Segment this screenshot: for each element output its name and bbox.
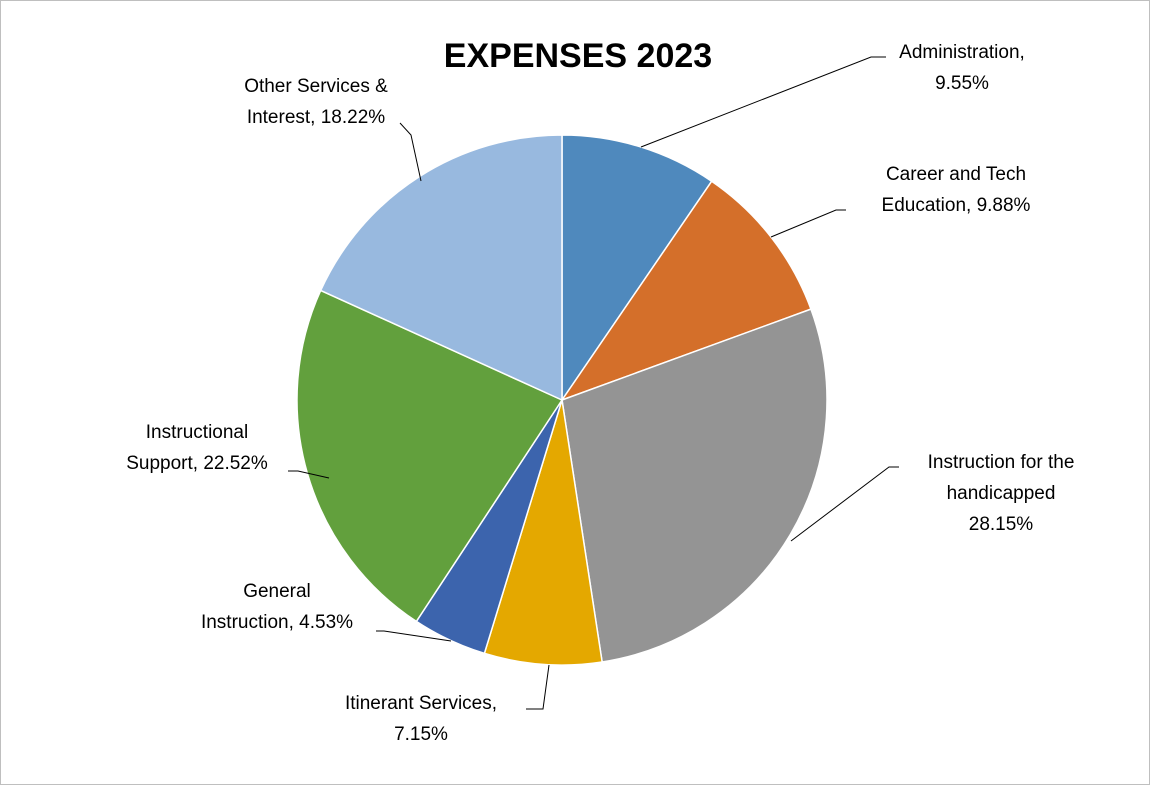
slice-label: Instruction for the handicapped 28.15% <box>928 452 1075 535</box>
leader-line <box>526 664 550 710</box>
pie-slice-career-and-tech-education <box>560 180 812 402</box>
slice-label: Career and Tech Education, 9.88% <box>882 164 1031 216</box>
slice-label-line: 28.15% <box>969 514 1034 535</box>
slice-label-line: Instructional <box>146 422 248 443</box>
leader-line <box>770 209 846 238</box>
slice-label: General Instruction, 4.53% <box>201 581 353 633</box>
pie-slice-itinerant-services <box>483 399 603 666</box>
leader-line <box>640 56 886 148</box>
slice-label-line: Support, 22.52% <box>126 453 268 474</box>
leader-line <box>376 630 452 642</box>
slice-label-line: Instruction, 4.53% <box>201 612 353 633</box>
slice-label-line: Itinerant Services, <box>345 693 497 714</box>
pie-slice-instruction-for-the-handicapped <box>561 308 828 663</box>
slice-label-line: Education, 9.88% <box>882 195 1031 216</box>
slice-label-line: Instruction for the <box>928 452 1075 473</box>
slice-label-line: Career and Tech <box>886 164 1026 185</box>
pie-slice-other-services-interest <box>319 134 563 402</box>
slice-label: Other Services & Interest, 18.22% <box>244 76 388 128</box>
pie-slice-administration <box>561 134 713 403</box>
chart-title: EXPENSES 2023 <box>444 37 712 75</box>
slice-label-line: 7.15% <box>394 724 448 745</box>
slice-label-line: Interest, 18.22% <box>247 107 385 128</box>
slice-label: Itinerant Services, 7.15% <box>345 693 497 745</box>
slice-label-line: Administration, <box>899 42 1025 63</box>
slice-label: Instructional Support, 22.52% <box>126 422 268 474</box>
slice-labels: Administration, 9.55% Career and Tech Educa… <box>126 42 1074 745</box>
leader-lines <box>288 56 899 710</box>
leader-line <box>288 470 330 479</box>
pie-slices <box>296 134 828 666</box>
leader-line <box>399 122 422 182</box>
slice-label-line: Other Services & <box>244 76 388 97</box>
slice-label-line: handicapped <box>947 483 1056 504</box>
slice-label: Administration, 9.55% <box>899 42 1025 94</box>
leader-line <box>790 466 899 542</box>
slice-label-line: General <box>243 581 311 602</box>
slice-label-line: 9.55% <box>935 73 989 94</box>
